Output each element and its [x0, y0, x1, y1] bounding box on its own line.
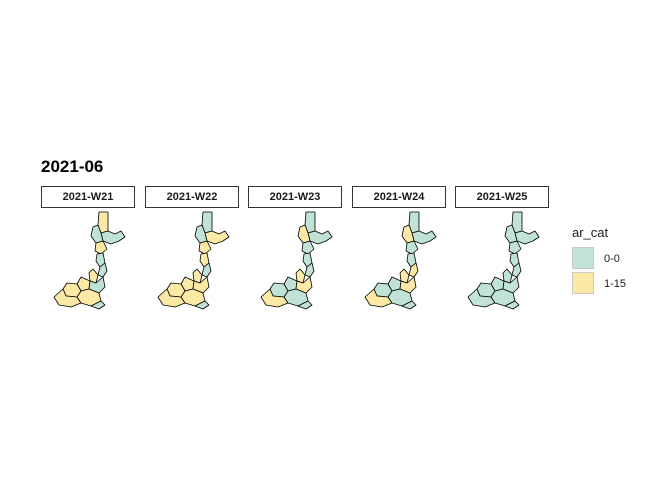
district-2 — [100, 230, 126, 245]
district-2 — [204, 230, 230, 245]
facet-map-5 — [467, 211, 540, 310]
facet-strip-2: 2021-W22 — [145, 186, 239, 208]
facet-strip-1: 2021-W21 — [41, 186, 135, 208]
facet-strip-4: 2021-W24 — [352, 186, 446, 208]
facet-map-4 — [364, 211, 437, 310]
district-11 — [260, 288, 289, 308]
facet-strip-3: 2021-W23 — [248, 186, 342, 208]
district-12 — [180, 288, 206, 307]
plot-title: 2021-06 — [41, 157, 104, 176]
district-4 — [508, 240, 522, 255]
district-4 — [405, 240, 419, 255]
district-4 — [198, 240, 212, 255]
district-13 — [401, 300, 417, 310]
district-11 — [467, 288, 496, 308]
facet-map-3 — [260, 211, 333, 310]
district-6 — [304, 262, 315, 278]
district-12 — [490, 288, 516, 307]
district-6 — [201, 262, 212, 278]
district-11 — [157, 288, 186, 308]
district-13 — [194, 300, 210, 310]
district-12 — [283, 288, 309, 307]
facet-strip-5: 2021-W25 — [455, 186, 549, 208]
legend-key-1-15 — [572, 272, 594, 294]
legend-key-0-0 — [572, 247, 594, 269]
facet-map-1 — [53, 211, 126, 310]
district-6 — [408, 262, 419, 278]
legend-label-1-15: 1-15 — [604, 278, 627, 290]
district-13 — [90, 300, 106, 310]
legend-title: ar_cat — [572, 225, 609, 240]
district-13 — [297, 300, 313, 310]
district-2 — [411, 230, 437, 245]
district-12 — [76, 288, 102, 307]
facet-map-2 — [157, 211, 230, 310]
district-12 — [387, 288, 413, 307]
district-2 — [514, 230, 540, 245]
district-4 — [301, 240, 315, 255]
district-2 — [307, 230, 333, 245]
district-4 — [94, 240, 108, 255]
legend-label-0-0: 0-0 — [604, 253, 620, 265]
district-6 — [97, 262, 108, 278]
district-13 — [504, 300, 520, 310]
district-6 — [511, 262, 522, 278]
district-11 — [364, 288, 393, 308]
district-11 — [53, 288, 82, 308]
